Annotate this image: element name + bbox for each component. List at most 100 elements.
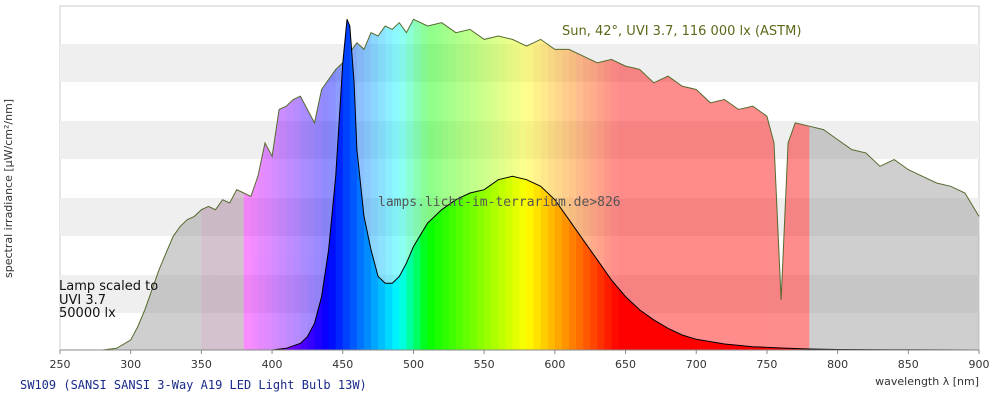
sun-color-strip (660, 19, 669, 350)
lamp-color-strip (342, 19, 351, 350)
sun-color-strip (272, 19, 280, 350)
lamp-color-strip (505, 19, 514, 350)
sun-color-strip (894, 19, 902, 350)
plot-background (59, 5, 980, 351)
x-tick-label: 350 (191, 358, 212, 371)
sun-color-strip (858, 19, 867, 350)
sun-color-strip (590, 19, 598, 350)
sun-color-strip (611, 19, 620, 350)
lamp-note-line-1: Lamp scaled to (59, 279, 158, 294)
chart-caption: SW109 (SANSI SANSI 3-Way A19 LED Light B… (20, 378, 367, 392)
x-tick-label: 800 (827, 358, 848, 371)
sun-color-strip (420, 19, 429, 350)
x-tick-label: 850 (898, 358, 919, 371)
sun-color-strip (406, 19, 415, 350)
lamp-color-strip (349, 19, 358, 350)
sun-color-strip (385, 19, 393, 350)
sun-color-strip (823, 19, 832, 350)
sun-color-strip (724, 19, 733, 350)
sun-series-label: Sun, 42°, UVI 3.7, 116 000 lx (ASTM) (562, 24, 801, 39)
sun-color-strip (936, 19, 945, 350)
x-tick-label: 400 (262, 358, 283, 371)
sun-color-strip (873, 19, 881, 350)
sun-color-strip (802, 19, 810, 350)
sun-color-strip (745, 19, 754, 350)
lamp-color-strip (491, 19, 499, 350)
sun-color-strip (625, 19, 634, 350)
sun-color-strip (639, 19, 648, 350)
sun-color-strip (675, 19, 683, 350)
sun-color-strip (632, 19, 641, 350)
sun-color-strip (901, 19, 909, 350)
sun-color-strip (547, 19, 556, 350)
sun-color-strip (915, 19, 924, 350)
x-tick-label: 600 (544, 358, 565, 371)
sun-color-strip (618, 19, 627, 350)
sun-color-strip (929, 19, 938, 350)
sun-series-line (102, 18, 980, 351)
watermark: lamps.licht-im-terrarium.de>826 (378, 195, 621, 210)
sun-color-strip (279, 19, 287, 350)
x-tick-label: 550 (474, 358, 495, 371)
grid-band (60, 44, 979, 82)
sun-color-strip (646, 19, 655, 350)
sun-color-strip (703, 19, 711, 350)
sun-color-strip (851, 19, 860, 350)
lamp-color-strip (526, 19, 535, 350)
sun-color-strip (880, 19, 888, 350)
sun-color-strip (477, 19, 485, 350)
x-tick-label: 300 (120, 358, 141, 371)
sun-color-strip (576, 19, 584, 350)
lamp-series-line (272, 19, 980, 351)
sun-color-strip (455, 19, 464, 350)
sun-color-strip (759, 19, 768, 350)
sun-color-strip (462, 19, 471, 350)
lamp-color-strip (498, 19, 506, 350)
sun-color-strip (257, 19, 266, 350)
sun-color-strip (830, 19, 839, 350)
lamp-color-strip (335, 19, 344, 350)
sun-color-strip (908, 19, 916, 350)
x-tick-label: 450 (332, 358, 353, 371)
y-axis-label: spectral irradiance [µW/cm²/nm] (2, 99, 15, 278)
sun-color-strip (752, 19, 761, 350)
sun-color-strip (653, 19, 662, 350)
grid-band (60, 121, 979, 159)
sun-color-strip (710, 19, 719, 350)
sun-color-strip (604, 19, 612, 350)
sun-color-strip (682, 19, 690, 350)
sun-color-strip (717, 19, 726, 350)
lamp-note-line-3: 50000 lx (59, 306, 116, 321)
sun-color-strip (484, 19, 492, 350)
sun-color-strip (265, 19, 273, 350)
sun-color-strip (795, 19, 803, 350)
lamp-color-strip (519, 19, 528, 350)
sun-color-strip (554, 19, 563, 350)
sun-color-strip (364, 19, 372, 350)
sun-color-strip (668, 19, 676, 350)
sun-color-strip (448, 19, 457, 350)
x-tick-label: 250 (50, 358, 71, 371)
sun-color-strip (809, 19, 817, 350)
sun-color-strip (816, 19, 825, 350)
sun-color-strip (399, 19, 407, 350)
sun-color-strip (689, 19, 697, 350)
x-tick-label: 500 (403, 358, 424, 371)
sun-color-strip (434, 19, 443, 350)
sun-color-strip (321, 19, 330, 350)
sun-color-strip (328, 19, 337, 350)
sun-color-strip (887, 19, 895, 350)
sun-color-strip (597, 19, 605, 350)
x-tick-label: 700 (686, 358, 707, 371)
sun-color-strip (922, 19, 931, 350)
sun-color-strip (307, 19, 316, 350)
sun-color-strip (540, 19, 549, 350)
sun-color-strip (427, 19, 436, 350)
sun-color-strip (696, 19, 704, 350)
x-axis-label: wavelength λ [nm] (875, 375, 979, 388)
x-tick-label: 900 (969, 358, 990, 371)
sun-color-strip (470, 19, 478, 350)
sun-color-strip (865, 19, 874, 350)
sun-color-strip (837, 19, 846, 350)
